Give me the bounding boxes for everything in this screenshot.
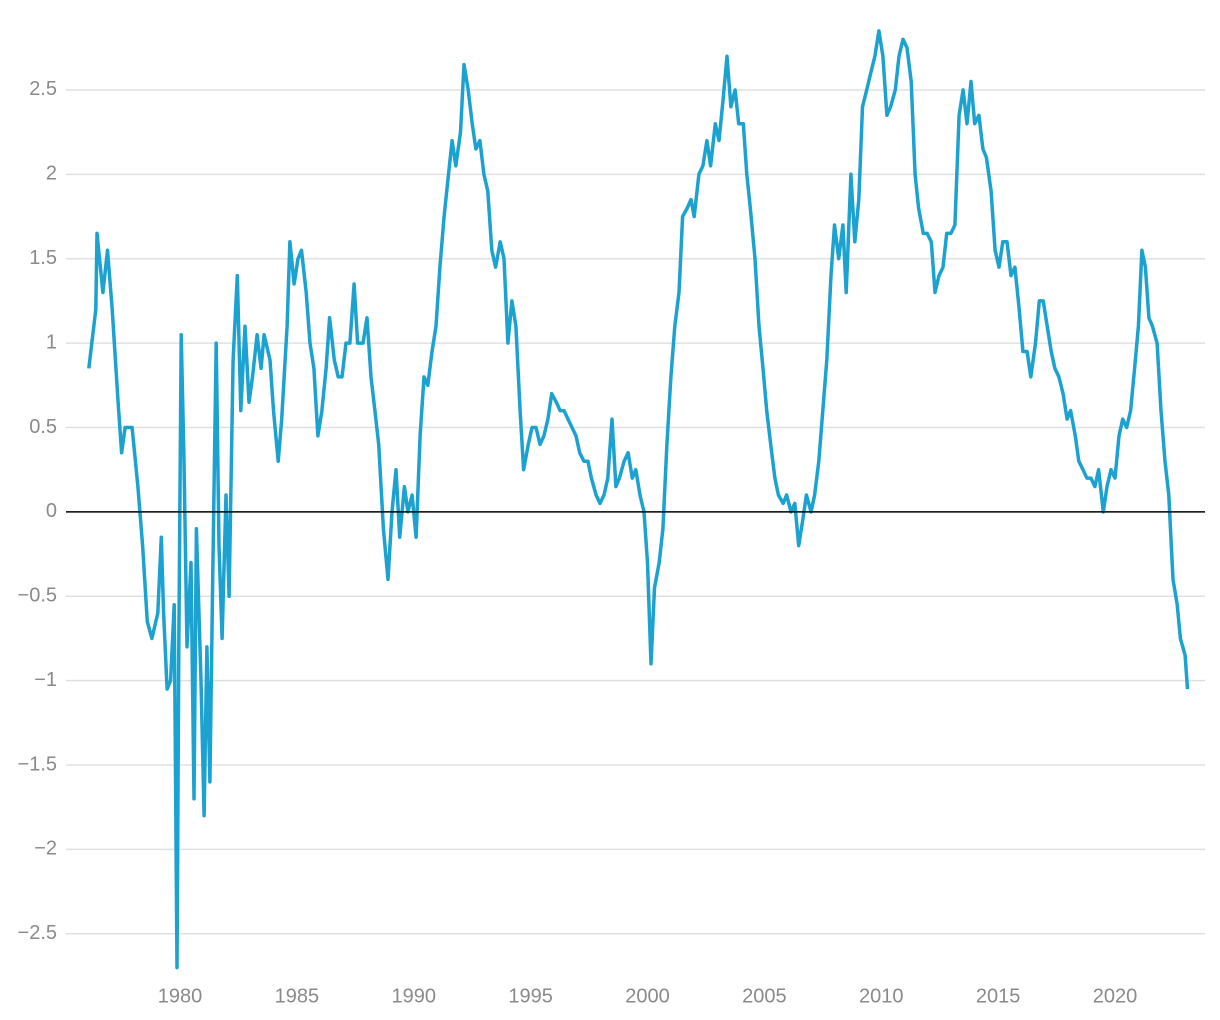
x-tick-label: 2010 [859, 985, 904, 1007]
y-tick-label: −0.5 [18, 585, 57, 607]
y-tick-label: −1 [34, 669, 57, 691]
x-tick-label: 2020 [1093, 985, 1138, 1007]
x-tick-label: 1985 [275, 985, 320, 1007]
y-tick-label: 0.5 [29, 416, 57, 438]
y-tick-label: 2 [46, 163, 57, 185]
x-tick-label: 1995 [508, 985, 553, 1007]
y-tick-label: −2 [34, 838, 57, 860]
x-tick-label: 1980 [158, 985, 203, 1007]
y-tick-label: 0 [46, 500, 57, 522]
y-tick-label: −2.5 [18, 922, 57, 944]
x-tick-label: 2000 [625, 985, 670, 1007]
y-tick-label: −1.5 [18, 753, 57, 775]
x-tick-label: 1990 [391, 985, 436, 1007]
x-tick-label: 2005 [742, 985, 787, 1007]
y-tick-label: 1 [46, 331, 57, 353]
y-tick-label: 2.5 [29, 78, 57, 100]
series-line [87, 29, 1190, 970]
y-tick-label: 1.5 [29, 247, 57, 269]
x-tick-label: 2015 [976, 985, 1021, 1007]
